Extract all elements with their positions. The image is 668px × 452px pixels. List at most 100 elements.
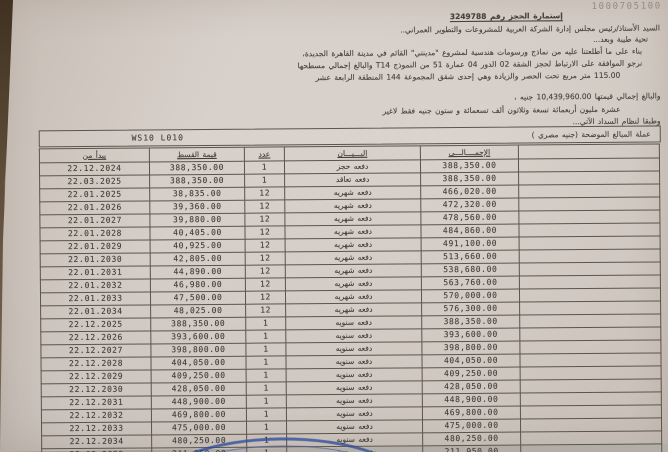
cell-count: 12 (244, 186, 285, 201)
cell-total: 576,300.00 (421, 302, 520, 316)
cell-description: دفعه سنويه (285, 354, 423, 369)
cell-installment: 388,350.00 (149, 161, 245, 175)
cell-start-date: 22.01.2028 (39, 226, 151, 241)
cell-start-date: 22.12.2025 (40, 317, 151, 332)
cell-start-date: 22.12.2033 (41, 421, 152, 436)
cell-installment: 469,800.00 (151, 408, 247, 422)
cell-description: دفعه شهريه (285, 276, 422, 291)
cell-installment: 48,025.00 (150, 304, 246, 318)
cell-count: 12 (245, 264, 286, 279)
cell-spacer (520, 404, 662, 420)
cell-spacer (519, 313, 661, 329)
total-amount-line: والبالغ إجمالي قيمتها 10,439,960.00 جنيه… (514, 91, 661, 102)
cell-description: دفعه سنويه (285, 328, 422, 343)
cell-installment: 388,350.00 (149, 174, 245, 188)
cell-start-date: 22.12.2024 (39, 161, 150, 176)
cell-spacer (519, 274, 661, 290)
cell-total: 466,020.00 (420, 185, 519, 199)
cell-spacer (519, 352, 662, 368)
header-spacer (518, 143, 660, 160)
cell-count: 1 (246, 407, 287, 422)
schedule-table-body: 388,350.00 دفعه حجز 1 388,350.00 22.12.2… (39, 157, 662, 452)
cell-description: دفعه تعاقد (284, 172, 421, 187)
cell-description: دفعه سنويه (286, 367, 423, 382)
cell-installment: 448,900.00 (151, 395, 247, 409)
cell-count: 1 (246, 368, 287, 383)
cell-count: 1 (245, 355, 287, 370)
cell-spacer (520, 391, 662, 407)
cell-spacer (519, 235, 661, 251)
cell-total: 491,100.00 (421, 237, 520, 251)
cell-count: 1 (245, 342, 286, 357)
cell-start-date: 22.01.2034 (40, 304, 151, 319)
payment-schedule-table: الإجمــــالـــى البـــيـــان عدد قيمة ال… (39, 143, 663, 452)
cell-installment: 40,925.00 (150, 239, 246, 253)
cell-spacer (518, 222, 661, 238)
cell-description: دفعه سنويه (286, 406, 423, 421)
cell-start-date: 22.12.2028 (40, 356, 152, 371)
cell-spacer (518, 183, 660, 199)
codes-caption: WS10 L010 (131, 133, 184, 143)
cell-description: دفعه شهريه (285, 263, 422, 278)
cell-total: 478,560.00 (420, 211, 519, 225)
cell-spacer (518, 157, 660, 173)
cell-spacer (520, 378, 662, 394)
cell-installment: 398,800.00 (150, 343, 246, 357)
cell-total: 393,600.00 (421, 328, 520, 342)
cell-spacer (518, 196, 660, 212)
cell-total: 469,800.00 (422, 406, 521, 420)
cell-start-date: 22.12.2032 (41, 408, 152, 423)
cell-description: دفعه سنويه (285, 341, 422, 356)
cell-total: 404,050.00 (421, 354, 521, 368)
cell-count: 12 (244, 225, 286, 240)
cell-total: 211,950.00 (422, 445, 521, 452)
cell-description: دفعه شهريه (285, 237, 422, 252)
cell-start-date: 22.01.2031 (40, 265, 151, 280)
cell-installment: 44,890.00 (150, 265, 246, 279)
header-total: الإجمــــالـــى (420, 145, 519, 160)
amount-in-words-line: عشرة مليون أربعمائة تسعة وثلاثون ألف تسع… (382, 104, 621, 116)
cell-start-date: 22.01.2026 (39, 200, 150, 215)
cell-total: 398,800.00 (421, 341, 520, 355)
document-title: إستمارة الحجز رقم 3249788 (449, 11, 563, 22)
cell-installment: 40,405.00 (149, 226, 246, 240)
cell-spacer (519, 339, 661, 355)
cell-start-date: 22.03.2025 (39, 174, 150, 189)
cell-total: 472,320.00 (420, 198, 519, 212)
cell-installment: 409,250.00 (151, 369, 247, 383)
cell-spacer (519, 300, 661, 316)
cell-spacer (519, 248, 661, 264)
cell-start-date: 22.01.2029 (40, 239, 151, 254)
cell-installment: 47,500.00 (150, 291, 246, 305)
cell-spacer (520, 417, 662, 433)
body-line-1: بناء على ما أطلعتنا عليه من نماذج ورسوما… (302, 46, 643, 59)
cell-installment: 46,980.00 (150, 278, 246, 292)
cell-start-date: 22.12.2026 (40, 330, 151, 345)
cell-spacer (519, 326, 661, 342)
cell-count: 1 (246, 381, 287, 396)
body-line-2: نرجو الموافقة على الارتباط لحجز الشقة 02… (297, 58, 643, 71)
cell-total: 448,900.00 (422, 393, 521, 407)
cell-installment: 42,805.00 (150, 252, 246, 266)
cell-count: 1 (244, 173, 285, 188)
cell-description: دفعه سنويه (286, 393, 423, 408)
cell-total: 428,050.00 (422, 380, 521, 394)
body-line-3: 115.00 متر مربع تحت الحصر والزيادة وهي إ… (315, 70, 621, 83)
cell-spacer (518, 209, 660, 225)
cell-count: 1 (246, 420, 287, 435)
cell-start-date: 22.01.2030 (40, 252, 151, 267)
cell-start-date: 22.01.2032 (40, 278, 151, 293)
cell-total: 538,680.00 (421, 263, 520, 277)
cell-description: دفعه شهريه (285, 289, 422, 304)
cell-start-date: 22.12.2027 (40, 343, 151, 358)
cell-spacer (520, 443, 662, 452)
cell-installment: 404,050.00 (150, 356, 247, 370)
cell-description: دفعه سنويه (285, 315, 422, 330)
cell-installment: 39,880.00 (149, 213, 245, 227)
cell-count: 1 (246, 394, 287, 409)
cell-start-date: 22.12.2031 (41, 395, 152, 410)
cell-total: 570,000.00 (421, 289, 520, 303)
cell-count: 1 (245, 329, 286, 344)
